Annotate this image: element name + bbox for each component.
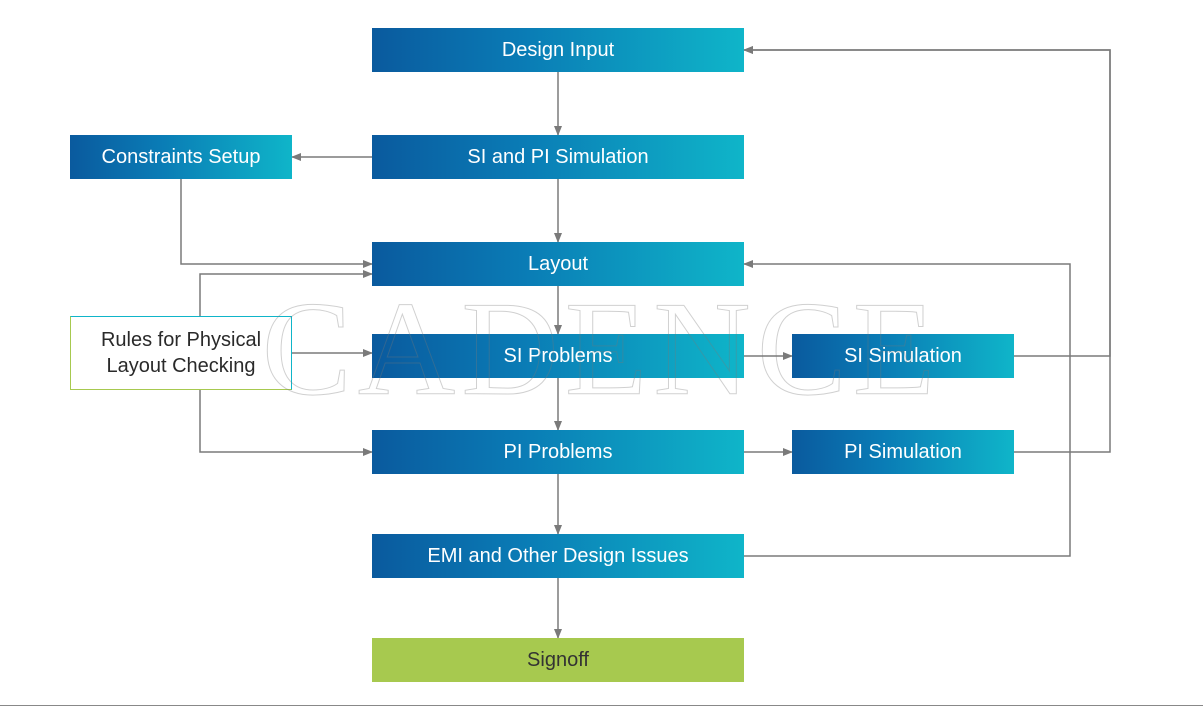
node-label-emi: EMI and Other Design Issues bbox=[427, 545, 688, 568]
node-si_sim: SI Simulation bbox=[792, 334, 1014, 378]
node-pi_problems: PI Problems bbox=[372, 430, 744, 474]
node-label-pi_sim: PI Simulation bbox=[844, 441, 962, 464]
node-label-layout: Layout bbox=[528, 253, 588, 276]
node-si_problems: SI Problems bbox=[372, 334, 744, 378]
node-rules: Rules for Physical Layout Checking bbox=[70, 316, 292, 390]
node-label-design_input: Design Input bbox=[502, 39, 614, 62]
node-label-si_sim: SI Simulation bbox=[844, 345, 962, 368]
node-pi_sim: PI Simulation bbox=[792, 430, 1014, 474]
node-label-constraints: Constraints Setup bbox=[102, 146, 261, 169]
node-label-rules: Rules for Physical Layout Checking bbox=[81, 327, 281, 379]
node-signoff: Signoff bbox=[372, 638, 744, 682]
node-constraints: Constraints Setup bbox=[70, 135, 292, 179]
node-label-signoff: Signoff bbox=[527, 649, 589, 672]
node-emi: EMI and Other Design Issues bbox=[372, 534, 744, 578]
node-label-pi_problems: PI Problems bbox=[504, 441, 613, 464]
node-design_input: Design Input bbox=[372, 28, 744, 72]
node-si_pi_sim: SI and PI Simulation bbox=[372, 135, 744, 179]
node-layout: Layout bbox=[372, 242, 744, 286]
flowchart-canvas: Design Input SI and PI Simulation Constrai… bbox=[0, 0, 1203, 714]
node-label-si_pi_sim: SI and PI Simulation bbox=[467, 146, 648, 169]
bottom-separator bbox=[0, 705, 1203, 706]
node-label-si_problems: SI Problems bbox=[504, 345, 613, 368]
